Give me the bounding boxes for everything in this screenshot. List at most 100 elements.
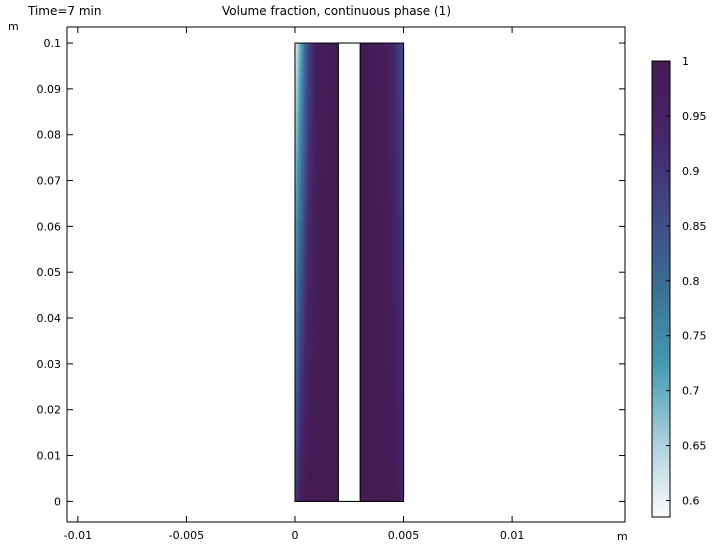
field-cell bbox=[378, 402, 381, 411]
field-cell bbox=[365, 134, 368, 143]
field-cell bbox=[370, 272, 374, 281]
field-cell bbox=[334, 279, 338, 289]
field-cell bbox=[369, 272, 372, 281]
field-cell bbox=[374, 218, 377, 227]
field-cell bbox=[392, 157, 396, 166]
field-cell bbox=[385, 386, 388, 396]
field-cell bbox=[367, 127, 370, 136]
field-cell bbox=[372, 180, 376, 189]
field-cell bbox=[370, 447, 374, 457]
field-cell bbox=[313, 127, 316, 136]
field-cell bbox=[314, 440, 318, 449]
field-cell bbox=[390, 165, 394, 174]
field-cell bbox=[318, 142, 321, 151]
field-cell bbox=[309, 272, 312, 281]
field-cell bbox=[314, 325, 318, 334]
field-cell bbox=[327, 432, 330, 441]
field-cell bbox=[394, 58, 397, 67]
field-cell bbox=[361, 111, 365, 121]
field-cell bbox=[361, 318, 365, 327]
field-cell bbox=[396, 264, 399, 273]
field-cell bbox=[360, 203, 363, 212]
field-cell bbox=[390, 203, 394, 212]
field-cell bbox=[369, 302, 372, 311]
field-cell bbox=[385, 463, 388, 472]
field-cell bbox=[385, 379, 388, 388]
field-cell bbox=[369, 310, 372, 319]
field-cell bbox=[313, 302, 316, 311]
field-cell bbox=[300, 165, 303, 174]
field-cell bbox=[331, 279, 334, 289]
field-cell bbox=[332, 43, 336, 52]
field-cell bbox=[323, 287, 327, 296]
field-cell bbox=[383, 348, 387, 357]
field-cell bbox=[381, 134, 385, 143]
field-cell bbox=[374, 386, 377, 396]
field-cell bbox=[309, 43, 312, 52]
field-cell bbox=[327, 73, 330, 82]
field-cell bbox=[294, 127, 298, 136]
field-cell bbox=[396, 440, 399, 449]
field-cell bbox=[332, 180, 336, 189]
field-cell bbox=[394, 104, 397, 113]
field-cell bbox=[323, 333, 327, 342]
field-cell bbox=[309, 463, 312, 472]
field-cell bbox=[369, 402, 372, 411]
field-cell bbox=[329, 310, 332, 319]
field-cell bbox=[298, 142, 302, 151]
field-cell bbox=[361, 264, 365, 273]
field-cell bbox=[363, 333, 367, 342]
field-cell bbox=[334, 134, 338, 143]
field-cell bbox=[361, 394, 365, 403]
field-cell bbox=[329, 447, 332, 457]
field-cell bbox=[401, 409, 405, 418]
field-cell bbox=[378, 142, 381, 151]
field-cell bbox=[304, 43, 307, 52]
field-cell bbox=[372, 111, 376, 121]
field-cell bbox=[329, 440, 332, 449]
field-cell bbox=[394, 256, 397, 266]
field-cell bbox=[365, 157, 368, 166]
field-cell bbox=[325, 287, 329, 296]
field-cell bbox=[327, 440, 330, 449]
field-cell bbox=[302, 188, 305, 197]
field-cell bbox=[314, 318, 318, 327]
field-cell bbox=[394, 371, 397, 380]
field-cell bbox=[367, 226, 370, 235]
field-cell bbox=[316, 363, 320, 373]
field-cell bbox=[331, 256, 334, 266]
field-cell bbox=[374, 493, 377, 502]
field-cell bbox=[361, 195, 365, 205]
field-cell bbox=[311, 447, 314, 457]
field-cell bbox=[370, 111, 374, 121]
field-cell bbox=[331, 348, 334, 357]
field-cell bbox=[304, 440, 307, 449]
field-cell bbox=[304, 394, 307, 403]
field-cell bbox=[399, 256, 403, 266]
field-cell bbox=[367, 402, 370, 411]
field-cell bbox=[363, 318, 367, 327]
field-cell bbox=[363, 111, 367, 121]
field-cell bbox=[296, 379, 300, 388]
field-cell bbox=[392, 264, 396, 273]
field-cell bbox=[320, 203, 323, 212]
field-cell bbox=[296, 119, 300, 128]
field-cell bbox=[360, 211, 363, 220]
field-cell bbox=[394, 149, 397, 159]
field-cell bbox=[305, 295, 309, 304]
field-cell bbox=[394, 394, 397, 403]
field-cell bbox=[329, 119, 332, 128]
field-cell bbox=[380, 172, 383, 182]
field-cell bbox=[372, 417, 376, 426]
field-cell bbox=[334, 493, 338, 502]
field-cell bbox=[401, 402, 405, 411]
field-cell bbox=[298, 264, 302, 273]
field-cell bbox=[323, 470, 327, 480]
field-cell bbox=[304, 65, 307, 75]
field-cell bbox=[396, 379, 399, 388]
field-cell bbox=[336, 394, 339, 403]
field-cell bbox=[390, 279, 394, 289]
field-cell bbox=[329, 172, 332, 182]
field-cell bbox=[401, 104, 405, 113]
field-cell bbox=[329, 188, 332, 197]
